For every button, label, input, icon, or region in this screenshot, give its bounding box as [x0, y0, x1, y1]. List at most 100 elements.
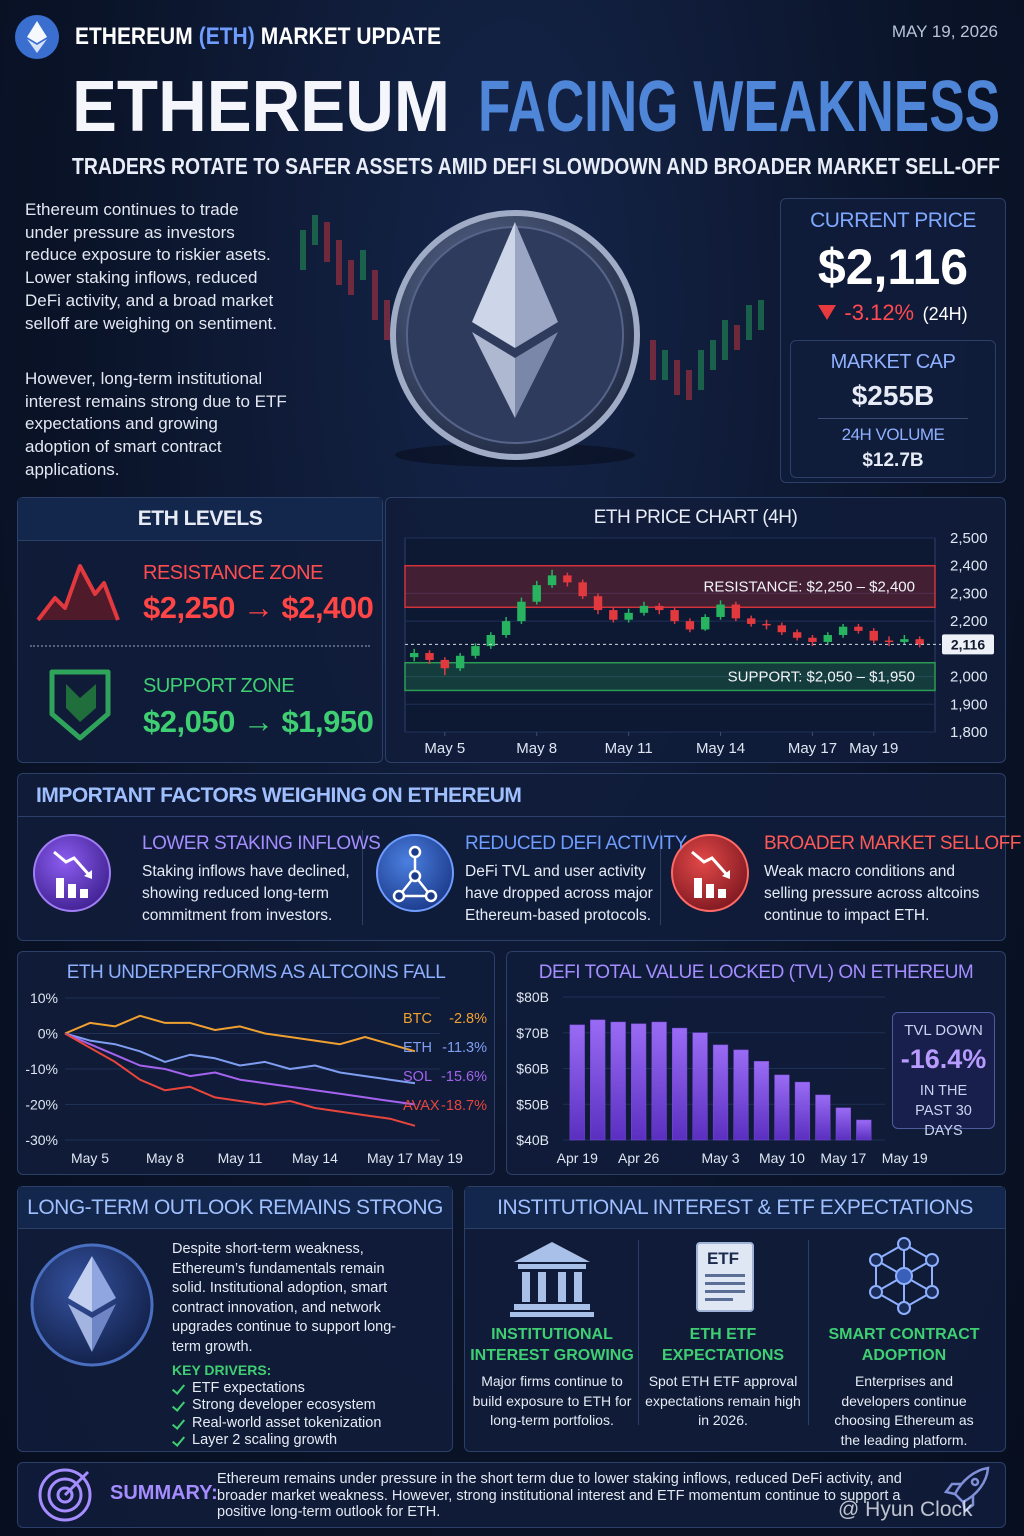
bar: [712, 1044, 729, 1141]
badge-ticker: (ETH): [199, 23, 255, 50]
zone-label: RESISTANCE: $2,250 – $2,400: [703, 579, 915, 596]
selloff-icon: [671, 834, 749, 912]
driver: Real-world asset tokenization: [172, 1415, 381, 1432]
bar: [774, 1074, 790, 1141]
y-tick-label: 2,000: [950, 669, 988, 686]
support-value: $2,050 → $1,950: [143, 704, 374, 739]
subtitle: TRADERS ROTATE TO SAFER ASSETS AMID DEFI…: [72, 153, 1000, 179]
candle-body: [808, 637, 817, 642]
staking-icon: [33, 834, 111, 912]
bar: [733, 1049, 749, 1141]
legend-label: ETH: [403, 1040, 432, 1056]
down-arrow: [818, 305, 837, 320]
zone: [404, 661, 936, 692]
factors-title: IMPORTANT FACTORS WEIGHING ON ETHEREUM: [36, 784, 522, 807]
x-tick-label: May 14: [696, 740, 745, 757]
candle-body: [593, 596, 603, 611]
drivers-label: KEY DRIVERS:: [172, 1362, 272, 1378]
institutional-panel: [464, 1186, 1006, 1452]
series-change: -15.6%: [441, 1069, 487, 1085]
divider: [638, 1240, 639, 1425]
bank-icon: [510, 1242, 594, 1317]
candle-body: [501, 621, 511, 635]
callout-box: [892, 1012, 995, 1129]
x-tick-label: May 3: [701, 1150, 739, 1166]
current-price-box: [942, 634, 994, 655]
factor-text: Weak macro conditions and selling pressu…: [764, 863, 980, 924]
badge-text: MARKET UPDATE: [261, 23, 441, 50]
candle-body: [854, 626, 863, 631]
price-change-row: -3.12% (24H): [780, 300, 1006, 326]
candle-body: [685, 621, 695, 630]
price-value: $2,116: [817, 239, 969, 295]
x-tick-label: May 5: [424, 740, 465, 757]
price-period: (24H): [922, 304, 968, 324]
candle-body: [900, 639, 909, 642]
eth-coin: [390, 210, 640, 467]
candle-body: [762, 623, 771, 626]
charts: 1,800 1,900 2,000 2,200 2,300 2,400 2,500 RESIS…: [25, 530, 994, 1166]
x-tick-label: Apr 19: [557, 1150, 598, 1166]
network-icon: [869, 1237, 939, 1315]
legend-label: SOL: [403, 1069, 432, 1085]
y-tick-label: 2,500: [950, 530, 988, 547]
legend-label: BTC: [403, 1011, 432, 1027]
bar: [631, 1023, 647, 1141]
x-tick-label: May 11: [218, 1150, 263, 1166]
series-change: -18.7%: [441, 1098, 487, 1114]
divider: [818, 418, 968, 419]
title: ETHEREUM: [72, 67, 450, 147]
divider: [808, 1240, 809, 1425]
candle-body: [532, 585, 541, 602]
bar: [856, 1119, 872, 1141]
institutional-header: [465, 1187, 1005, 1229]
candle-body: [455, 655, 465, 669]
x-tick-label: May 10: [759, 1150, 805, 1166]
y-tick-label: 10%: [30, 990, 58, 1006]
etf-icon: ETF: [696, 1242, 754, 1312]
x-tick-label: May 19: [849, 740, 898, 757]
intro-text: However, long-term institutional interes…: [25, 369, 287, 479]
levels-title: ETH LEVELS: [137, 507, 263, 530]
candle-body: [547, 575, 557, 586]
candle-body: [670, 610, 679, 622]
divider: [30, 645, 370, 647]
candle-body: [486, 635, 495, 647]
candle-body: [731, 604, 741, 619]
market-cap: $255B: [851, 380, 935, 411]
title-accent: FACING WEAKNESS: [478, 67, 1000, 147]
levels-header: [18, 498, 382, 541]
decor-candles: [300, 215, 764, 400]
y-tick-label: 1,800: [950, 724, 988, 741]
price-label: CURRENT PRICE: [810, 209, 976, 232]
resistance-value: $2,250 → $2,400: [143, 590, 374, 625]
candle-body: [578, 582, 587, 597]
callout-label: TVL DOWN: [904, 1022, 983, 1039]
y-tick-label: 0%: [38, 1026, 58, 1042]
x-tick-label: May 5: [71, 1150, 109, 1166]
candle-body: [746, 618, 756, 624]
x-tick-label: Apr 26: [618, 1150, 659, 1166]
factors-panel: [17, 773, 1006, 941]
y-tick-label: 2,200: [950, 613, 988, 630]
candle-body: [409, 653, 419, 658]
y-tick-label: 2,300: [950, 585, 988, 602]
bar: [815, 1094, 831, 1141]
bar: [610, 1021, 626, 1141]
bar: [692, 1032, 708, 1141]
y-tick-label: -30%: [25, 1132, 58, 1148]
factor-text: DeFi TVL and user activity have dropped …: [465, 863, 653, 924]
eth-logo: [15, 15, 59, 59]
volume: $12.7B: [862, 450, 924, 471]
candle-body: [838, 626, 848, 635]
candle-body: [792, 632, 802, 638]
candle-body: [517, 601, 526, 622]
y-tick-label: $80B: [516, 989, 549, 1005]
y-tick-label: 1,900: [950, 696, 988, 713]
factor-text: Staking inflows have declined, showing r…: [142, 863, 350, 924]
x-tick-label: May 8: [516, 740, 557, 757]
candle-body: [823, 635, 832, 642]
bar: [671, 1027, 688, 1141]
candle-body: [425, 653, 434, 660]
